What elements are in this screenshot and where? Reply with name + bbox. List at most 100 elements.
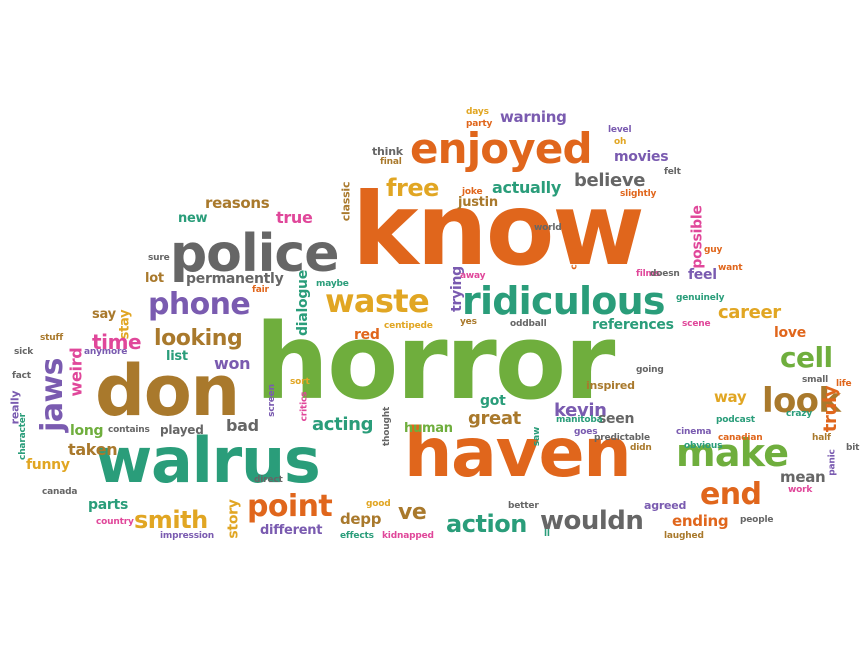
word: canadian [718, 433, 763, 443]
word: time [92, 330, 142, 354]
word: free [386, 174, 439, 202]
word: got [480, 393, 506, 409]
word: enjoyed [410, 124, 593, 173]
word: impression [160, 531, 215, 541]
word: make [676, 431, 789, 475]
word: lot [145, 271, 164, 286]
word: great [468, 408, 521, 429]
word: cinema [676, 427, 712, 437]
word: bad [226, 416, 259, 435]
word: people [740, 515, 774, 525]
word: podcast [716, 415, 755, 425]
word: ll [544, 529, 550, 539]
word: going [636, 365, 664, 375]
word: crazy [786, 409, 813, 419]
word: warning [500, 108, 567, 126]
word: dialogue [294, 270, 311, 336]
word: police [170, 224, 339, 284]
word: thought [382, 406, 393, 447]
word: red [354, 327, 380, 343]
word: feel [688, 267, 717, 283]
word: list [166, 349, 188, 364]
word: know [352, 171, 645, 288]
word: depp [340, 510, 382, 528]
word: small [802, 375, 829, 385]
word: references [592, 317, 674, 333]
word: end [700, 477, 762, 512]
word: bit [846, 443, 860, 453]
word: long [70, 423, 104, 439]
word: country [96, 517, 134, 527]
word: work [788, 485, 813, 495]
word: funny [26, 457, 70, 473]
word: sort [290, 377, 310, 387]
word: life [836, 379, 852, 389]
word: say [92, 307, 116, 322]
word: fact [12, 371, 31, 381]
word: oh [614, 137, 627, 147]
word: ridiculous [462, 279, 666, 323]
word: critics [299, 391, 310, 422]
word: love [774, 325, 806, 341]
word: saw [532, 426, 543, 447]
word: cell [780, 341, 833, 374]
word: seen [598, 411, 635, 427]
word: reasons [205, 194, 270, 212]
word: doesn [650, 269, 680, 279]
word: sick [14, 347, 34, 357]
word: look [762, 381, 841, 421]
word: laughed [664, 531, 704, 541]
word: new [178, 211, 208, 226]
word: story [225, 499, 242, 539]
word: point [247, 489, 333, 524]
word: inspired [586, 379, 635, 392]
word: kevin [554, 400, 607, 421]
word: felt [664, 167, 681, 177]
word: human [404, 421, 453, 436]
word: walrus [95, 424, 321, 497]
word: believe [574, 170, 646, 191]
word: different [260, 523, 323, 538]
word: centipede [384, 321, 433, 331]
word: better [508, 501, 539, 511]
word: yes [460, 317, 477, 327]
word: haven [404, 414, 632, 493]
word: direct [254, 475, 283, 485]
word: stuff [40, 333, 63, 343]
word: oddball [510, 319, 547, 329]
word: truly [820, 385, 842, 433]
word: half [812, 433, 831, 443]
word: ending [672, 512, 729, 530]
word: smith [134, 506, 208, 534]
word: career [718, 302, 781, 323]
word: ve [398, 500, 427, 525]
word: action [446, 510, 527, 538]
word: scene [682, 319, 711, 329]
word: good [366, 499, 391, 509]
word: classic [339, 181, 353, 222]
word: don [95, 350, 240, 432]
word: parts [88, 497, 128, 513]
word: acting [312, 414, 374, 435]
word: permanently [186, 271, 284, 287]
word: justin [458, 195, 498, 210]
word: obvious [684, 441, 723, 451]
word: effects [340, 531, 374, 541]
word: panic [827, 449, 838, 476]
word: mean [780, 468, 826, 486]
word: canada [42, 487, 78, 497]
word: won [214, 354, 251, 373]
word: agreed [644, 499, 687, 512]
word: jaws [34, 358, 70, 432]
word: joke [462, 187, 483, 197]
word: way [714, 388, 747, 406]
word: manitoba [556, 415, 603, 425]
word: played [160, 423, 204, 437]
word: phone [148, 287, 251, 322]
word: want [718, 263, 743, 273]
word: final [380, 157, 402, 167]
word: genuinely [676, 293, 725, 303]
word: possible [689, 205, 706, 269]
word: predictable [594, 433, 650, 443]
